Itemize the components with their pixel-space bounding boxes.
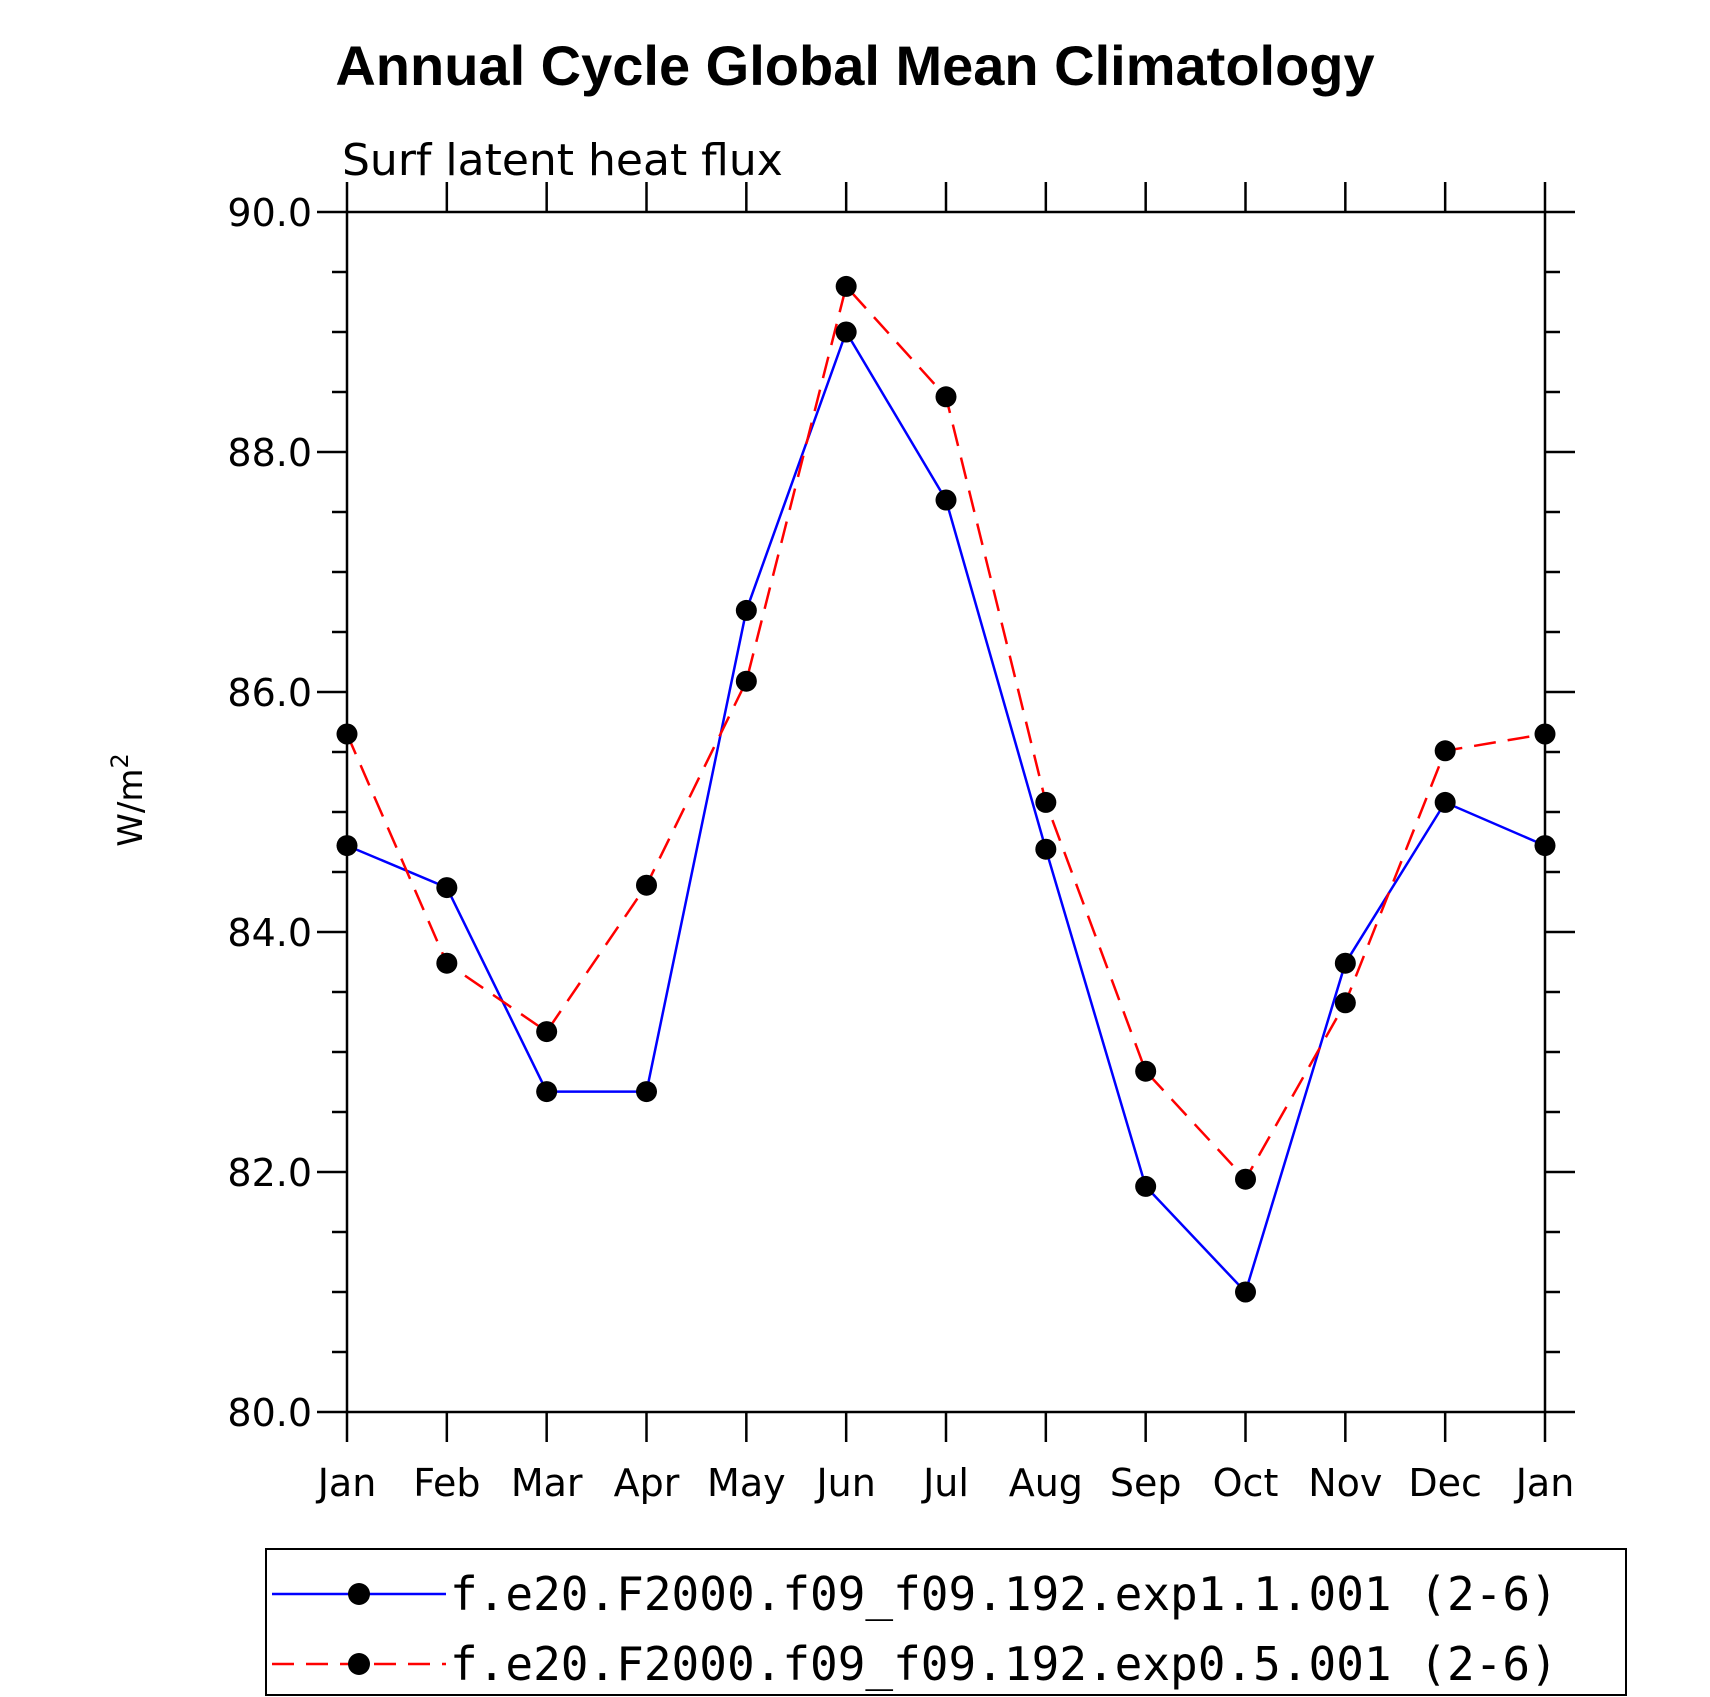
legend-label-series-2: f.e20.F2000.f09_f09.192.exp0.5.001 (2-6): [450, 1637, 1558, 1691]
chart-subtitle: Surf latent heat flux: [342, 135, 783, 186]
series-2-point: [436, 952, 458, 974]
series-2-point: [1434, 740, 1456, 762]
x-tick-label: Mar: [511, 1461, 583, 1505]
x-tick-label: Nov: [1308, 1461, 1382, 1505]
series-1-point: [1035, 838, 1057, 860]
y-tick-label: 88.0: [227, 431, 312, 475]
legend-box: [265, 1548, 1627, 1696]
y-tick-label: 80.0: [227, 1391, 312, 1435]
series-2-point: [935, 386, 957, 408]
legend-marker-series-2: [348, 1653, 370, 1675]
x-tick-label: Dec: [1408, 1461, 1482, 1505]
x-tick-label: Aug: [1009, 1461, 1083, 1505]
series-2-point: [1235, 1168, 1256, 1190]
svg-text:W/m2: W/m2: [106, 753, 151, 846]
series-line-1: [346, 329, 1546, 1295]
y-tick-label: 90.0: [227, 191, 312, 235]
y-tick-label: 86.0: [227, 671, 312, 715]
series-1-point: [1434, 791, 1456, 813]
series-2-point: [835, 275, 857, 297]
series-2-point: [636, 874, 657, 896]
chart-title: Annual Cycle Global Mean Climatology: [335, 34, 1374, 97]
x-tick-label: Jan: [1514, 1461, 1575, 1505]
legend-marker-series-1: [348, 1583, 370, 1605]
x-tick-label: Jun: [814, 1461, 875, 1505]
x-tick-label: Jan: [316, 1461, 377, 1505]
x-tick-label: May: [707, 1461, 786, 1505]
y-tick-label: 84.0: [227, 911, 312, 955]
series-2-point: [735, 670, 757, 692]
series-1-point: [1334, 952, 1356, 974]
series-1-point: [336, 835, 358, 857]
x-tick-label: Feb: [413, 1461, 480, 1505]
x-ticks: Jan Feb Mar Apr May Jun Jul Aug Sep Oct Nov Dec Jan: [316, 182, 1575, 1505]
series-1-point: [1235, 1281, 1256, 1303]
series-1-point: [1534, 835, 1556, 857]
y-axis-label: W/m2: [106, 753, 151, 846]
series-2-point: [1035, 791, 1057, 813]
y-ticks: 80.0 82.0 84.0 86.0 88.0 90.0: [227, 191, 1575, 1435]
series-1-point: [636, 1081, 657, 1103]
series-2-point: [1534, 723, 1556, 745]
series-1-point: [935, 489, 957, 511]
series-1-point: [835, 321, 857, 343]
y-axis-label-superscript: 2: [106, 753, 134, 768]
series-2-point: [336, 723, 358, 745]
y-axis-label-text: W/m: [111, 769, 151, 847]
series-2-point: [536, 1021, 558, 1043]
x-tick-label: Sep: [1110, 1461, 1182, 1505]
series-2-point: [1135, 1060, 1157, 1082]
x-tick-label: Oct: [1213, 1461, 1279, 1505]
y-tick-label: 82.0: [227, 1151, 312, 1195]
series-1-point: [1135, 1175, 1157, 1197]
legend-label-series-1: f.e20.F2000.f09_f09.192.exp1.1.001 (2-6): [450, 1567, 1558, 1621]
series-1-point: [536, 1081, 558, 1103]
x-tick-label: Jul: [921, 1461, 969, 1505]
series-2-point: [1334, 992, 1356, 1014]
series-layer: [336, 275, 1556, 1303]
x-tick-label: Apr: [614, 1461, 680, 1505]
series-1-point: [436, 877, 458, 899]
legend: f.e20.F2000.f09_f09.192.exp1.1.001 (2-6)…: [265, 1548, 1627, 1696]
series-1-point: [735, 599, 757, 621]
series-line-2: [345, 283, 1546, 1182]
